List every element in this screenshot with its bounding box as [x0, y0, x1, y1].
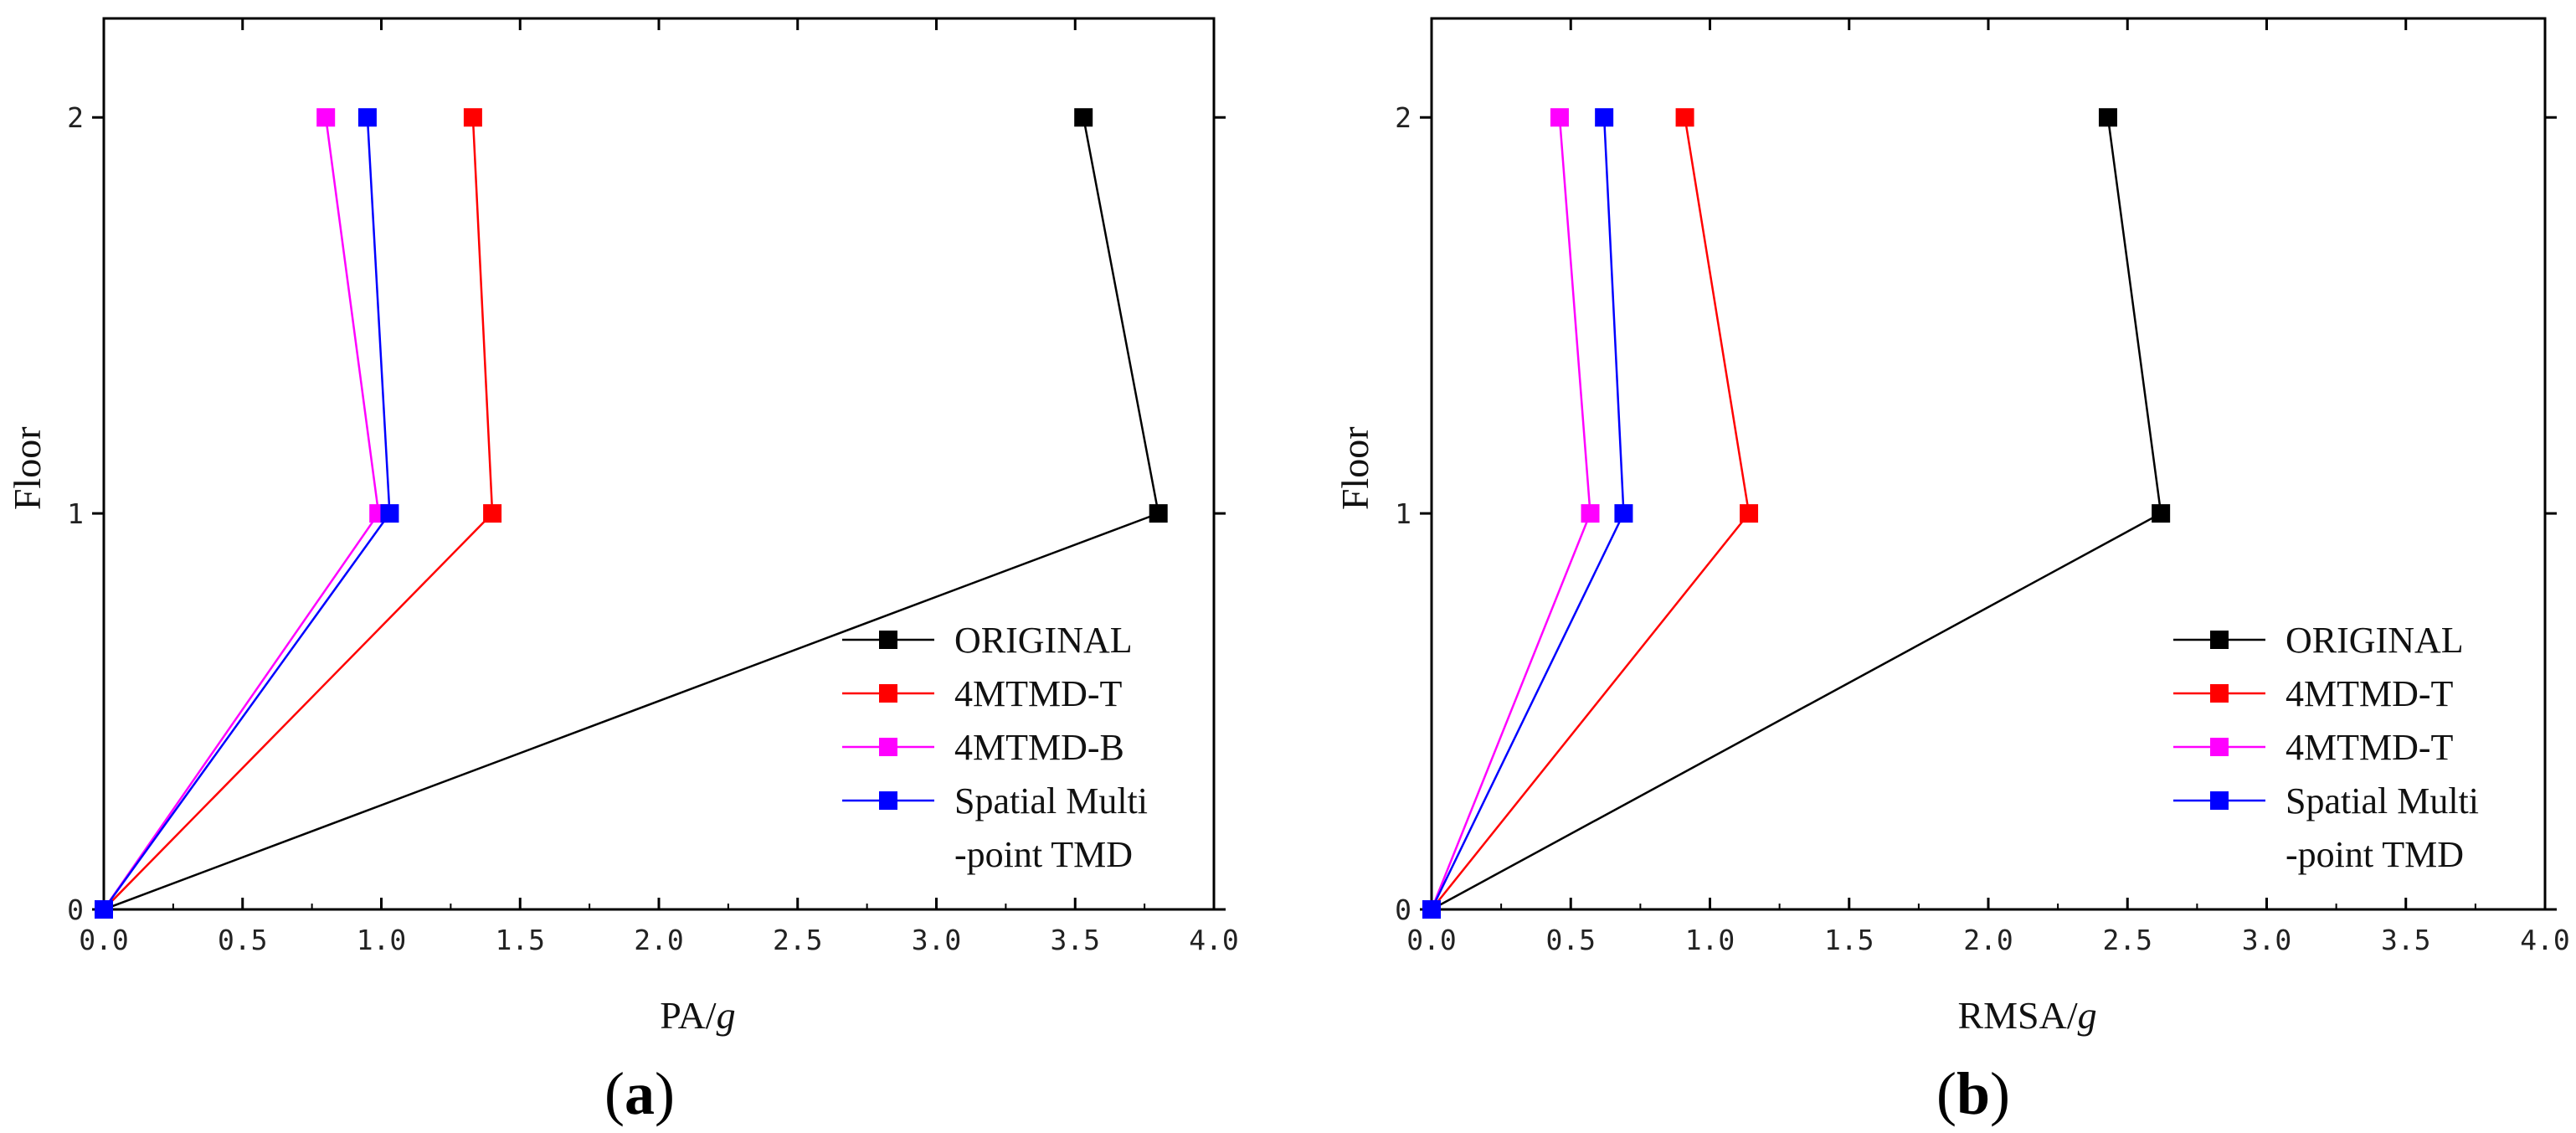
legend-entry: Spatial Multi [954, 780, 1148, 821]
x-tick-label: 4.0 [2520, 924, 2570, 956]
y-tick-label: 2 [67, 101, 84, 134]
data-point [2098, 108, 2117, 127]
data-point [463, 108, 482, 127]
legend-marker [2210, 631, 2229, 649]
x-tick-label: 2.5 [773, 924, 823, 956]
data-point [1581, 504, 1600, 523]
data-point [95, 900, 113, 919]
chart-panel-a: 0.0 0.5 1.0 1.5 2.0 2.5 3.0 3.5 4.0 0 1 2 PA/g Floor (… [6, 17, 1239, 1127]
panel-label: (a) [604, 1060, 675, 1127]
legend-marker [2210, 684, 2229, 703]
legend-entry-line2: -point TMD [954, 834, 1133, 875]
x-tick-label: 0.5 [1545, 924, 1596, 956]
data-point [1550, 108, 1569, 127]
data-point [1074, 108, 1093, 127]
x-tick-label: 2.0 [1963, 924, 2013, 956]
data-point [1740, 504, 1759, 523]
data-point [1595, 108, 1614, 127]
x-tick-label: 0.0 [79, 924, 129, 956]
y-axis-title: Floor [1334, 426, 1376, 510]
x-tick-label: 1.0 [1685, 924, 1735, 956]
legend-entry: Spatial Multi [2285, 780, 2479, 821]
series-line-3 [102, 117, 391, 910]
y-tick-label: 1 [67, 497, 84, 530]
legend-entry-line2: -point TMD [2285, 834, 2464, 875]
x-axis-title: PA/g [660, 994, 735, 1037]
legend-entry: 4MTMD-T [954, 673, 1123, 714]
legend-marker [2210, 791, 2229, 810]
plot-frame [102, 17, 1216, 911]
plot-frame [1430, 17, 2547, 911]
y-tick-label: 1 [1395, 497, 1411, 530]
data-point [2152, 504, 2171, 523]
x-tick-label: 3.5 [2381, 924, 2431, 956]
series-line-1 [103, 117, 494, 910]
data-point [1149, 504, 1168, 523]
x-tick-label: 1.5 [1824, 924, 1874, 956]
x-tick-label: 4.0 [1189, 924, 1239, 956]
y-tick-label: 0 [67, 894, 84, 926]
x-tick-label: 2.5 [2102, 924, 2152, 956]
legend-entry: ORIGINAL [954, 620, 1133, 661]
legend-entry: 4MTMD-B [954, 727, 1124, 768]
x-tick-label: 3.0 [912, 924, 962, 956]
legend-marker [879, 631, 897, 649]
data-point [1422, 900, 1441, 919]
legend-marker [879, 791, 897, 810]
x-tick-label: 1.0 [357, 924, 407, 956]
x-axis-title: RMSA/g [1957, 994, 2096, 1037]
y-tick-label: 0 [1395, 894, 1411, 926]
chart-panel-b: 0.0 0.5 1.0 1.5 2.0 2.5 3.0 3.5 4.0 0 1 2 RMSA/g Floo… [1334, 17, 2570, 1127]
x-tick-label: 2.0 [634, 924, 684, 956]
legend-marker [2210, 738, 2229, 756]
data-point [483, 504, 502, 523]
legend-marker [879, 684, 897, 703]
data-point [1675, 108, 1694, 127]
series-line-0 [1431, 117, 2162, 911]
y-tick-label: 2 [1395, 101, 1411, 134]
legend-entry: 4MTMD-T [2285, 727, 2454, 768]
legend-entry: ORIGINAL [2285, 620, 2464, 661]
legend-entry: 4MTMD-T [2285, 673, 2454, 714]
y-axis-title: Floor [6, 426, 49, 510]
x-tick-label: 0.0 [1406, 924, 1457, 956]
panel-label: (b) [1936, 1060, 2010, 1127]
series-line-2 [1430, 117, 1591, 910]
data-point [1614, 504, 1633, 523]
x-tick-label: 0.5 [218, 924, 268, 956]
x-tick-label: 3.0 [2242, 924, 2292, 956]
series-line-2 [102, 117, 380, 910]
data-point [380, 504, 399, 523]
data-point [357, 108, 377, 127]
legend-marker [879, 738, 897, 756]
data-point [316, 108, 336, 127]
x-tick-label: 3.5 [1050, 924, 1100, 956]
x-tick-label: 1.5 [495, 924, 545, 956]
